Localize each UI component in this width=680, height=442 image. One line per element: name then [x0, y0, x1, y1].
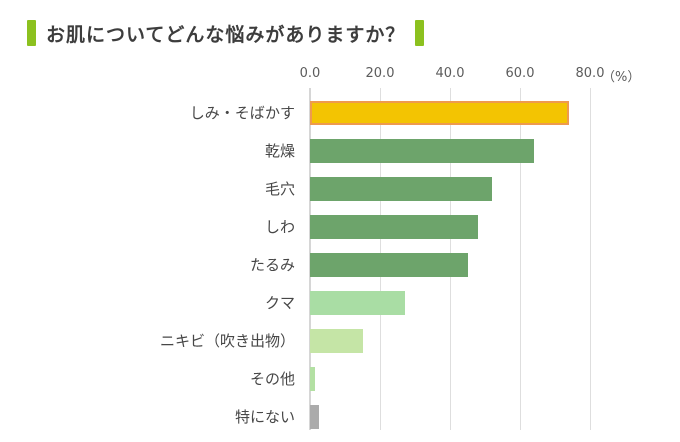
bar [310, 291, 405, 315]
bar [310, 367, 316, 391]
category-label: その他 [249, 370, 295, 388]
category-label: たるみ [249, 256, 295, 274]
bar [310, 329, 363, 353]
title-accent-left-icon [27, 20, 36, 46]
x-axis-tick-label: 40.0 [435, 66, 465, 81]
page-title-text: お肌についてどんな悩みがありますか？ [46, 23, 406, 46]
gridline [590, 88, 591, 430]
category-label: 特にない [234, 408, 295, 426]
category-label: 乾燥 [264, 142, 295, 160]
bar-row [310, 94, 648, 132]
category-label: クマ [264, 294, 295, 312]
category-label: 毛穴 [264, 180, 295, 198]
bar [310, 177, 492, 201]
bar [310, 215, 478, 239]
bar [310, 101, 569, 125]
category-labels: しみ・そばかす乾燥毛穴しわたるみクマニキビ（吹き出物） その他特にない [0, 88, 303, 436]
title-accent-right-icon [415, 20, 425, 46]
bar-row [310, 398, 648, 436]
bar-rows [310, 88, 648, 436]
bar [310, 405, 319, 429]
bar-row [310, 284, 648, 322]
x-axis-tick-label: 20.0 [365, 66, 395, 81]
bar-row [310, 246, 648, 284]
x-axis-unit-label: （%） [602, 70, 641, 85]
bar-row [310, 170, 648, 208]
x-axis-tick-label: 60.0 [505, 66, 535, 81]
x-axis-tick-label: 0.0 [299, 66, 321, 81]
bar-row [310, 360, 648, 398]
bar-row [310, 208, 648, 246]
page-title: お肌についてどんな悩みがありますか？ [27, 18, 425, 48]
category-label: しみ・そばかす [189, 104, 295, 122]
bar [310, 253, 468, 277]
plot-area [309, 88, 648, 430]
x-axis-tick-label: 80.0 [575, 66, 605, 81]
x-axis-labels: 0.0 20.0 40.0 60.0 80.0 （%） [300, 66, 680, 86]
bar [310, 139, 534, 163]
bar-row [310, 322, 648, 360]
bar-row [310, 132, 648, 170]
category-label: しわ [264, 218, 295, 236]
category-label: ニキビ（吹き出物） [159, 332, 295, 350]
gridline [520, 88, 521, 430]
